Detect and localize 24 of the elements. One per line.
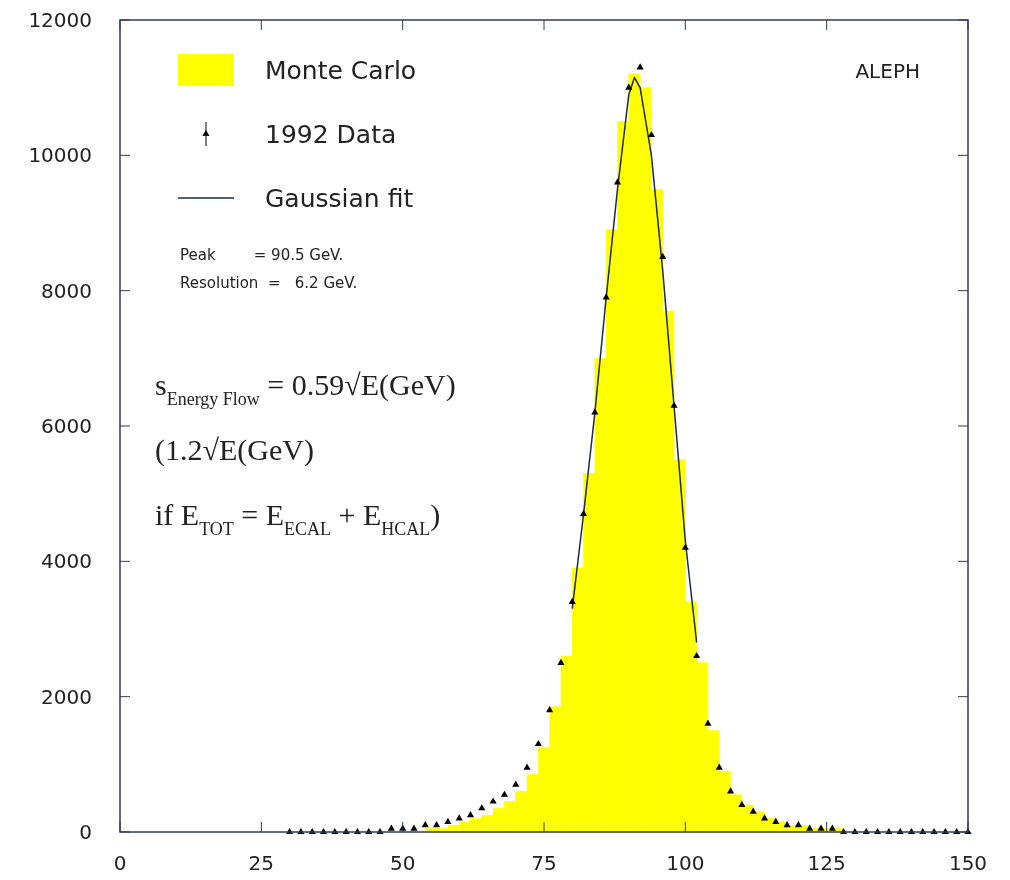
annotation: Peak = 90.5 GeV.: [180, 246, 344, 264]
y-tick-label: 6000: [41, 414, 92, 438]
annotation: if E$_{TOT}$ = E$_{ECAL}$ + E$_{HCAL}$): [155, 498, 441, 539]
x-tick-label: 150: [948, 851, 988, 875]
y-tick-label: 0: [79, 820, 92, 844]
line-series: [571, 76, 698, 644]
legend-label: 1992 Data: [265, 119, 397, 149]
x-tick-label: 125: [807, 851, 846, 875]
y-tick-label: 12000: [28, 8, 92, 32]
x-tick-label: 50: [389, 851, 416, 875]
annotation: ALEPH: [855, 59, 920, 83]
x-tick-label: 75: [531, 851, 557, 875]
y-tick-label: 10000: [28, 143, 92, 168]
x-tick-label: 25: [248, 851, 275, 875]
annotation: s$_{Energy Flow}$ = 0.59√E(GeV): [155, 368, 456, 409]
y-tick-label: 8000: [41, 278, 92, 303]
legend-label: Gaussian fit: [265, 183, 414, 213]
annotation: (1.2√E(GeV): [155, 433, 314, 467]
legend-label: Monte Carlo: [265, 55, 417, 85]
y-tick-label: 2000: [41, 684, 92, 709]
x-tick-label: 100: [666, 851, 705, 875]
annotation: Resolution = 6.2 GeV.: [180, 274, 358, 292]
y-tick-label: 4000: [41, 549, 92, 574]
x-tick-label: 0: [113, 851, 127, 875]
